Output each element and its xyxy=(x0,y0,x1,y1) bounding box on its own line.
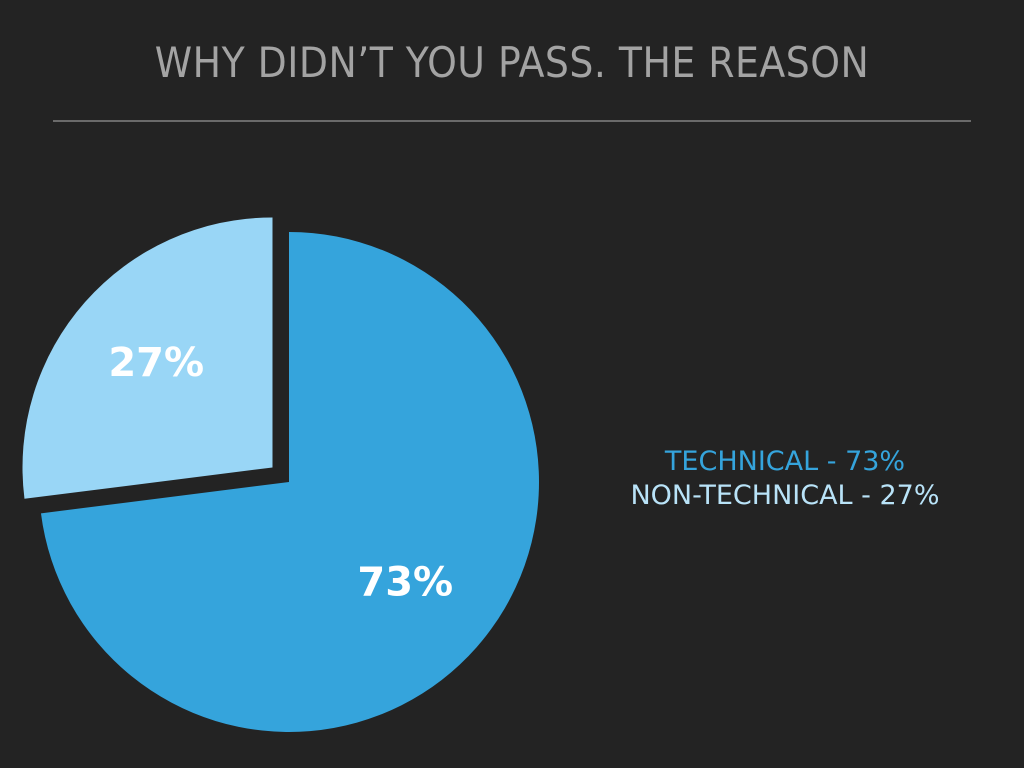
legend: TECHNICAL - 73% NON-TECHNICAL - 27% xyxy=(585,445,985,513)
legend-item-non-technical: NON-TECHNICAL - 27% xyxy=(630,480,940,511)
slice-label-non-technical: 27% xyxy=(108,340,204,386)
pie-slice-technical xyxy=(40,232,540,732)
title-divider xyxy=(53,120,971,122)
slice-label-technical: 73% xyxy=(357,560,453,606)
legend-item-technical: TECHNICAL - 73% xyxy=(664,446,906,477)
chart-title: WHY DIDN’T YOU PASS. THE REASON xyxy=(154,38,870,87)
pie-slice-non-technical xyxy=(22,217,273,499)
